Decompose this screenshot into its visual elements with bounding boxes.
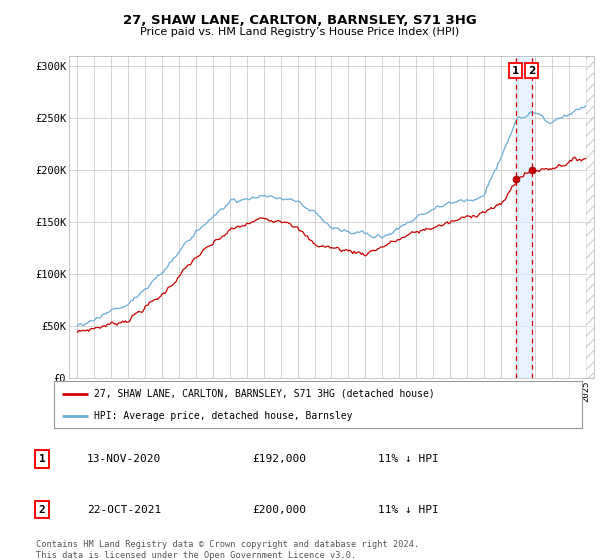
Text: 27, SHAW LANE, CARLTON, BARNSLEY, S71 3HG (detached house): 27, SHAW LANE, CARLTON, BARNSLEY, S71 3H… [94,389,434,399]
Bar [586,56,594,378]
Text: 27, SHAW LANE, CARLTON, BARNSLEY, S71 3HG: 27, SHAW LANE, CARLTON, BARNSLEY, S71 3H… [123,14,477,27]
Text: 2: 2 [528,66,535,76]
Bar [586,56,594,378]
Bar [515,56,532,378]
Text: 11% ↓ HPI: 11% ↓ HPI [378,505,439,515]
Text: Price paid vs. HM Land Registry’s House Price Index (HPI): Price paid vs. HM Land Registry’s House … [140,27,460,37]
Text: Contains HM Land Registry data © Crown copyright and database right 2024.
This d: Contains HM Land Registry data © Crown c… [36,540,419,560]
Text: 13-NOV-2020: 13-NOV-2020 [87,454,161,464]
Text: 1: 1 [512,66,519,76]
Text: 22-OCT-2021: 22-OCT-2021 [87,505,161,515]
Text: 2: 2 [38,505,46,515]
Text: HPI: Average price, detached house, Barnsley: HPI: Average price, detached house, Barn… [94,410,352,421]
Text: £192,000: £192,000 [252,454,306,464]
Text: 1: 1 [38,454,46,464]
Text: £200,000: £200,000 [252,505,306,515]
Text: 11% ↓ HPI: 11% ↓ HPI [378,454,439,464]
